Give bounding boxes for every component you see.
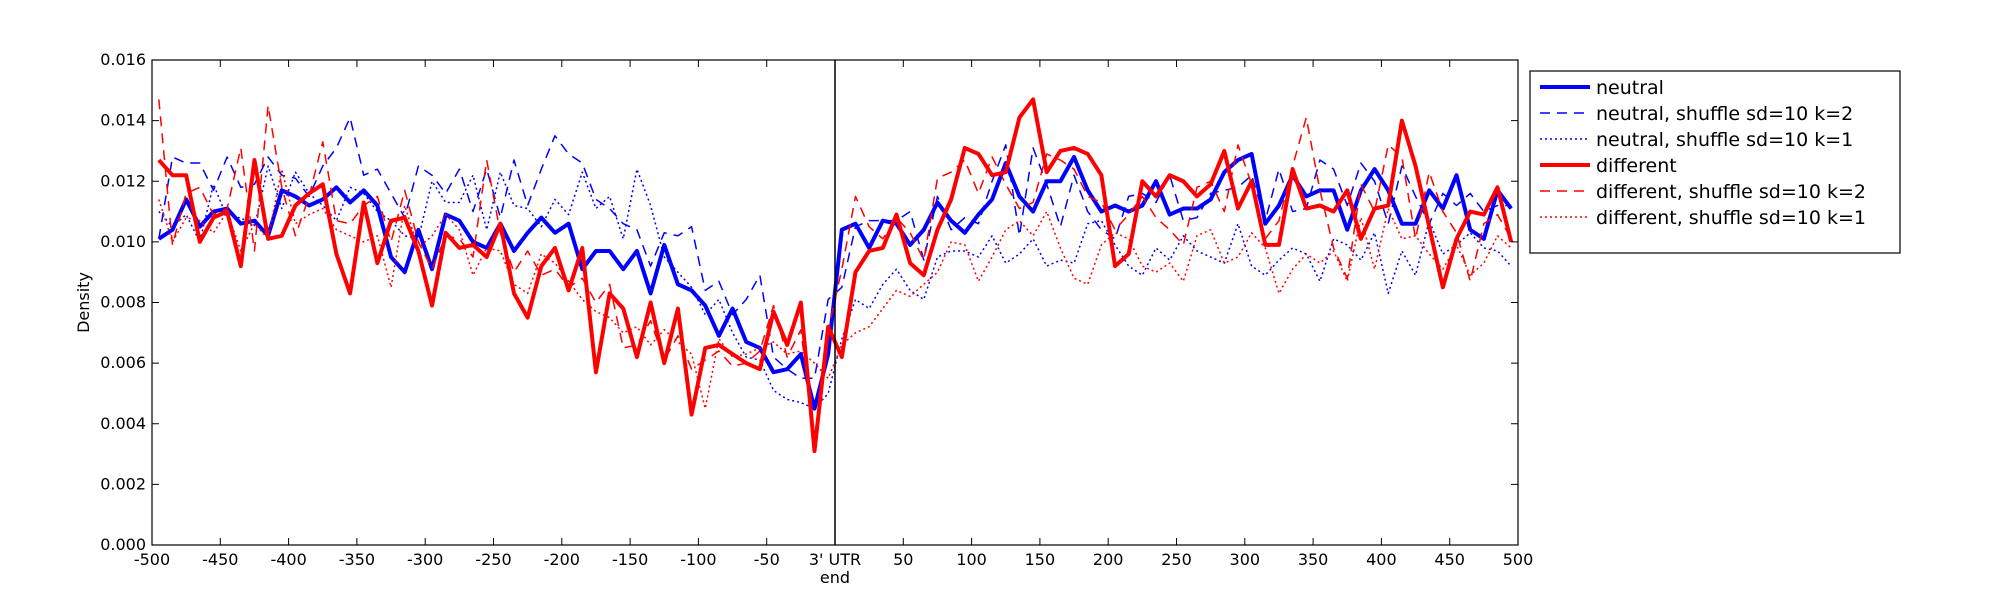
axes-layer: -500 -450 -400 -350 -300 -250 -200 -150 -100 -50 3…	[100, 50, 1533, 569]
y-tick-label: 0.002	[100, 474, 146, 493]
x-tick-label: -250	[475, 550, 511, 569]
x-axis-label: end	[820, 568, 850, 587]
x-tick-label: -450	[202, 550, 238, 569]
legend-label: neutral, shuffle sd=10 k=1	[1596, 129, 1853, 151]
y-tick-label: 0.000	[100, 535, 146, 554]
y-axis-label: Density	[74, 272, 93, 333]
legend-label: neutral	[1596, 77, 1664, 99]
x-tick-label: 300	[1230, 550, 1261, 569]
legend-label: neutral, shuffle sd=10 k=2	[1596, 103, 1853, 125]
x-tick-label: 150	[1025, 550, 1056, 569]
x-tick-label: 200	[1093, 550, 1124, 569]
x-tick-label: 3' UTR	[809, 550, 861, 569]
y-tick-label: 0.008	[100, 293, 146, 312]
y-tick-label: 0.016	[100, 50, 146, 69]
x-tick-label: -150	[612, 550, 648, 569]
x-tick-label: -350	[339, 550, 375, 569]
legend: neutral neutral, shuffle sd=10 k=2 neutral…	[1529, 70, 1901, 254]
x-tick-label: 500	[1503, 550, 1534, 569]
x-tick-label: 350	[1298, 550, 1329, 569]
x-tick-label: 450	[1434, 550, 1465, 569]
x-tick-label: 250	[1161, 550, 1192, 569]
x-tick-label: 400	[1366, 550, 1397, 569]
x-tick-label: -50	[754, 550, 780, 569]
x-tick-label: -400	[270, 550, 306, 569]
y-tick-label: 0.006	[100, 353, 146, 372]
y-tick-label: 0.004	[100, 414, 146, 433]
x-tick-label: -200	[544, 550, 580, 569]
y-tick-label: 0.012	[100, 171, 146, 190]
legend-box	[1529, 70, 1901, 254]
x-tick-label: 50	[893, 550, 913, 569]
legend-label: different, shuffle sd=10 k=1	[1596, 207, 1866, 229]
x-tick-label: -100	[680, 550, 716, 569]
x-tick-label: 100	[956, 550, 987, 569]
legend-label: different, shuffle sd=10 k=2	[1596, 181, 1866, 203]
y-tick-label: 0.010	[100, 232, 146, 251]
x-tick-label: -300	[407, 550, 443, 569]
y-tick-label: 0.014	[100, 111, 146, 130]
series-line-3	[158, 165, 1512, 410]
x-tick-label: -500	[134, 550, 170, 569]
legend-label: different	[1596, 155, 1677, 177]
